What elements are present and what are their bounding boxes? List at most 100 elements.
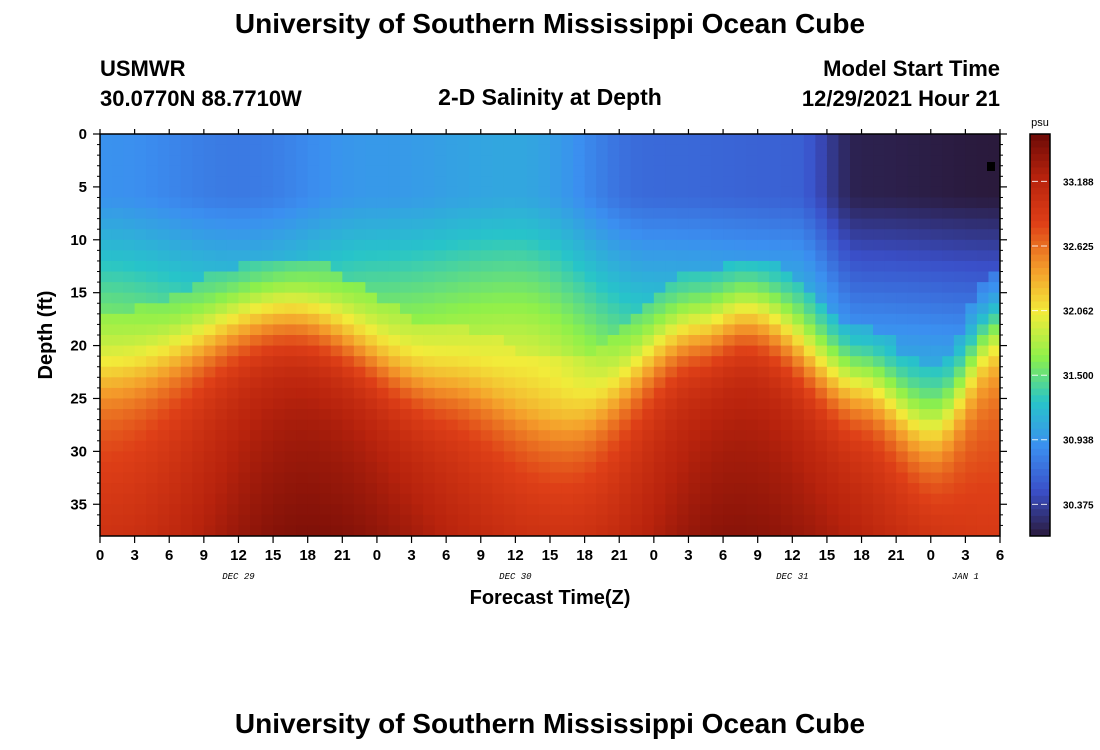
- heatmap-cell: [826, 377, 840, 389]
- heatmap-cell: [815, 197, 828, 209]
- heatmap-cell: [226, 514, 240, 527]
- heatmap-cell: [480, 186, 493, 199]
- heatmap-cell: [838, 313, 851, 326]
- heatmap-cell: [146, 197, 159, 209]
- heatmap-cell: [976, 430, 990, 442]
- heatmap-cell: [480, 239, 493, 251]
- heatmap-cell: [446, 239, 459, 251]
- heatmap-cell: [123, 282, 136, 294]
- heatmap-cell: [342, 134, 355, 146]
- heatmap-cell: [919, 155, 932, 167]
- heatmap-cell: [826, 197, 840, 209]
- heatmap-cell: [215, 165, 228, 177]
- heatmap-cell: [653, 366, 666, 378]
- heatmap-cell: [653, 504, 666, 516]
- heatmap-cell: [296, 303, 309, 315]
- heatmap-cell: [953, 461, 966, 474]
- heatmap-cell: [884, 250, 897, 262]
- heatmap-cell: [561, 493, 574, 505]
- heatmap-cell: [942, 461, 955, 474]
- heatmap-cell: [273, 186, 286, 199]
- heatmap-cell: [803, 229, 816, 241]
- heatmap-cell: [203, 229, 216, 241]
- heatmap-cell: [469, 525, 482, 536]
- heatmap-cell: [446, 472, 459, 484]
- colorbar-cell: [1030, 422, 1050, 430]
- heatmap-cell: [319, 525, 332, 536]
- heatmap-cell: [388, 430, 401, 442]
- heatmap-cell: [665, 218, 678, 230]
- heatmap-cell: [492, 398, 505, 410]
- heatmap-cell: [492, 271, 505, 283]
- heatmap-cell: [965, 186, 978, 199]
- heatmap-cell: [815, 250, 828, 262]
- heatmap-cell: [226, 239, 240, 251]
- x-tick-label: 21: [334, 547, 351, 564]
- heatmap-cell: [146, 155, 159, 167]
- heatmap-cell: [330, 165, 343, 177]
- heatmap-cell: [411, 303, 424, 315]
- heatmap-cell: [930, 409, 943, 421]
- heatmap-cell: [596, 387, 609, 400]
- heatmap-cell: [561, 282, 574, 294]
- heatmap-cell: [953, 377, 966, 389]
- heatmap-cell: [746, 313, 759, 326]
- heatmap-cell: [284, 271, 297, 283]
- heatmap-cell: [307, 186, 320, 199]
- heatmap-cell: [988, 387, 1000, 400]
- heatmap-cell: [723, 409, 736, 421]
- heatmap-cell: [111, 218, 124, 230]
- heatmap-cell: [388, 282, 401, 294]
- heatmap-cell: [942, 144, 955, 156]
- heatmap-cell: [607, 345, 620, 357]
- heatmap-cell: [203, 387, 216, 400]
- y-tick-label: 0: [79, 126, 87, 143]
- heatmap-cell: [365, 387, 378, 400]
- heatmap-cell: [411, 430, 424, 442]
- heatmap-cell: [111, 335, 124, 347]
- heatmap-cell: [769, 356, 782, 368]
- heatmap-cell: [619, 461, 632, 474]
- heatmap-cell: [561, 218, 574, 230]
- colorbar-cell: [1030, 495, 1050, 503]
- heatmap-cell: [596, 144, 609, 156]
- heatmap-cell: [815, 514, 828, 527]
- heatmap-cell: [319, 144, 332, 156]
- heatmap-cell: [538, 440, 551, 452]
- heatmap-cell: [480, 377, 493, 389]
- heatmap-cell: [203, 324, 216, 336]
- heatmap-cell: [550, 155, 563, 167]
- heatmap-cell: [803, 377, 816, 389]
- heatmap-cell: [584, 335, 597, 347]
- heatmap-cell: [930, 398, 943, 410]
- heatmap-cell: [619, 303, 632, 315]
- heatmap-cell: [596, 461, 609, 474]
- heatmap-cell: [953, 186, 966, 199]
- heatmap-cell: [538, 165, 551, 177]
- heatmap-cell: [400, 271, 413, 283]
- heatmap-cell: [792, 366, 805, 378]
- heatmap-cell: [838, 451, 851, 463]
- heatmap-cell: [873, 313, 886, 326]
- heatmap-cell: [250, 430, 263, 442]
- heatmap-cell: [157, 398, 170, 410]
- heatmap-cell: [711, 419, 724, 431]
- heatmap-cell: [757, 366, 770, 378]
- colorbar-cell: [1030, 247, 1050, 256]
- heatmap-cell: [573, 335, 586, 347]
- heatmap-cell: [607, 525, 620, 536]
- heatmap-cell: [100, 144, 113, 156]
- heatmap-cell: [157, 303, 170, 315]
- heatmap-cell: [861, 356, 874, 368]
- heatmap-cell: [307, 483, 320, 495]
- x-day-label: JAN 1: [952, 572, 979, 582]
- heatmap-cell: [215, 144, 228, 156]
- heatmap-cell: [411, 472, 424, 484]
- heatmap-cell: [723, 218, 736, 230]
- heatmap-cell: [596, 155, 609, 167]
- heatmap-cell: [919, 208, 932, 220]
- heatmap-cell: [803, 208, 816, 220]
- heatmap-cell: [238, 218, 251, 230]
- heatmap-cell: [503, 197, 516, 209]
- heatmap-cell: [630, 377, 643, 389]
